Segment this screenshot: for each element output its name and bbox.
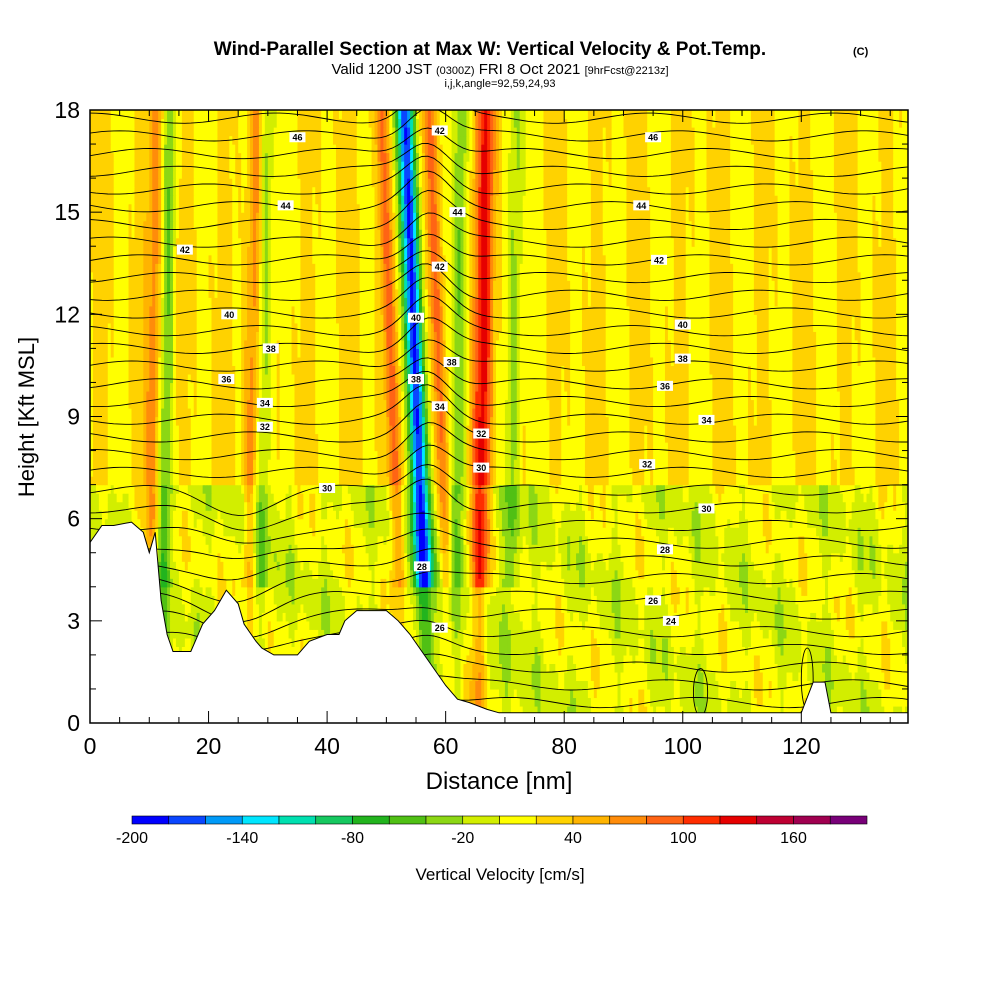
x-tick-label: 20 <box>196 733 222 759</box>
valid-utc: (0300Z) <box>436 65 475 77</box>
y-tick-label: 18 <box>54 97 80 123</box>
colorbar-swatch <box>499 815 537 825</box>
colorbar-swatch <box>352 815 390 825</box>
contour-label: 40 <box>408 312 425 323</box>
colorbar-swatch <box>572 815 611 825</box>
colorbar-tick-label: -140 <box>226 830 258 847</box>
colorbar-swatch <box>829 815 868 825</box>
contour-label: 36 <box>218 374 235 385</box>
contour-label: 32 <box>639 459 656 470</box>
contour-label: 44 <box>633 200 650 211</box>
contour-label: 42 <box>431 261 448 272</box>
copyright-mark: (C) <box>853 46 869 58</box>
colorbar-swatch <box>205 815 243 825</box>
valid-time-line: Valid 1200 JST (0300Z) FRI 8 Oct 2021 [9… <box>331 61 668 78</box>
colorbar-swatch <box>168 815 206 825</box>
contour-label: 40 <box>221 309 238 320</box>
contour-label: 38 <box>408 374 425 385</box>
colorbar-swatch <box>388 815 427 825</box>
contour-label: 44 <box>277 200 294 211</box>
contour-label: 26 <box>431 622 448 633</box>
colorbar-swatch <box>756 815 794 825</box>
colorbar-tick-label: 100 <box>670 830 697 847</box>
y-tick-label: 15 <box>54 199 80 225</box>
contour-label: 40 <box>674 319 691 330</box>
plot-area: 46 46 42 44 44 44 42 42 42 40 40 40 38 38 38 38 36 36 34 34… <box>89 109 909 724</box>
x-tick-label: 40 <box>314 733 340 759</box>
colorbar-tick-label: -80 <box>341 830 364 847</box>
grid-params: i,j,k,angle=92,59,24,93 <box>444 78 555 90</box>
colorbar-swatch <box>535 815 574 825</box>
x-axis-label: Distance [nm] <box>426 768 573 795</box>
y-tick-label: 6 <box>67 506 80 532</box>
contour-label: 44 <box>449 207 466 218</box>
contour-label: 38 <box>443 357 460 368</box>
colorbar-swatch <box>278 815 317 825</box>
colorbar-swatch <box>793 815 831 825</box>
y-tick-label: 12 <box>54 301 80 327</box>
colorbar: -200 -140 -80 -20 40 100 160 <box>116 815 868 847</box>
colorbar-tick-label: 40 <box>564 830 582 847</box>
colorbar-swatch <box>315 815 353 825</box>
x-tick-label: 100 <box>664 733 702 759</box>
contour-label: 30 <box>473 462 490 473</box>
contour-label: 38 <box>262 343 279 354</box>
y-tick-label: 0 <box>67 710 80 736</box>
colorbar-swatch <box>609 815 647 825</box>
contour-label: 24 <box>662 615 679 626</box>
contour-label: 34 <box>256 397 273 408</box>
x-tick-label: 0 <box>84 733 97 759</box>
contour-label: 38 <box>674 353 691 364</box>
colorbar-tick-label: -200 <box>116 830 148 847</box>
colorbar-swatch <box>462 815 500 825</box>
colorbar-swatch <box>682 815 721 825</box>
valid-date: FRI 8 Oct 2021 <box>479 61 581 78</box>
contour-label: 34 <box>431 401 448 412</box>
x-tick-label: 120 <box>782 733 820 759</box>
contour-label: 32 <box>256 421 273 432</box>
x-axis: 0 20 40 60 80 100 120 <box>84 110 891 759</box>
contour-labels: 46 46 42 44 44 44 42 42 42 40 40 40 38 38 38 38 36 36 34 34… <box>176 125 715 633</box>
contour-label: 34 <box>698 414 715 425</box>
contour-label: 28 <box>656 544 673 555</box>
contour-label: 26 <box>645 595 662 606</box>
chart-title: Wind-Parallel Section at Max W: Vertical… <box>214 39 766 60</box>
contour-label: 30 <box>698 503 715 514</box>
contour-label: 42 <box>651 254 668 265</box>
theta-contours <box>90 110 908 723</box>
y-tick-label: 3 <box>67 608 80 634</box>
contour-label: 36 <box>656 380 673 391</box>
colorbar-tick-label: -20 <box>451 830 474 847</box>
colorbar-label: Vertical Velocity [cm/s] <box>415 865 584 884</box>
contour-label: 46 <box>645 132 662 143</box>
colorbar-swatch <box>241 815 280 825</box>
y-tick-label: 9 <box>67 404 80 430</box>
colorbar-swatch <box>646 815 684 825</box>
contour-label: 46 <box>289 132 306 143</box>
terrain <box>90 521 908 723</box>
colorbar-swatch <box>131 815 170 825</box>
contour-label: 30 <box>319 483 336 494</box>
x-tick-label: 60 <box>433 733 459 759</box>
y-axis-label: Height [Kft MSL] <box>14 337 39 497</box>
forecast-info: [9hrFcst@2213z] <box>585 65 669 77</box>
contour-label: 42 <box>176 244 193 255</box>
colorbar-swatch <box>425 815 464 825</box>
contour-label: 32 <box>473 428 490 439</box>
contour-label: 28 <box>413 561 430 572</box>
valid-prefix: Valid 1200 JST <box>331 61 431 78</box>
colorbar-tick-label: 160 <box>780 830 807 847</box>
colorbar-swatch <box>719 815 758 825</box>
contour-label: 42 <box>431 125 448 136</box>
x-tick-label: 80 <box>551 733 577 759</box>
